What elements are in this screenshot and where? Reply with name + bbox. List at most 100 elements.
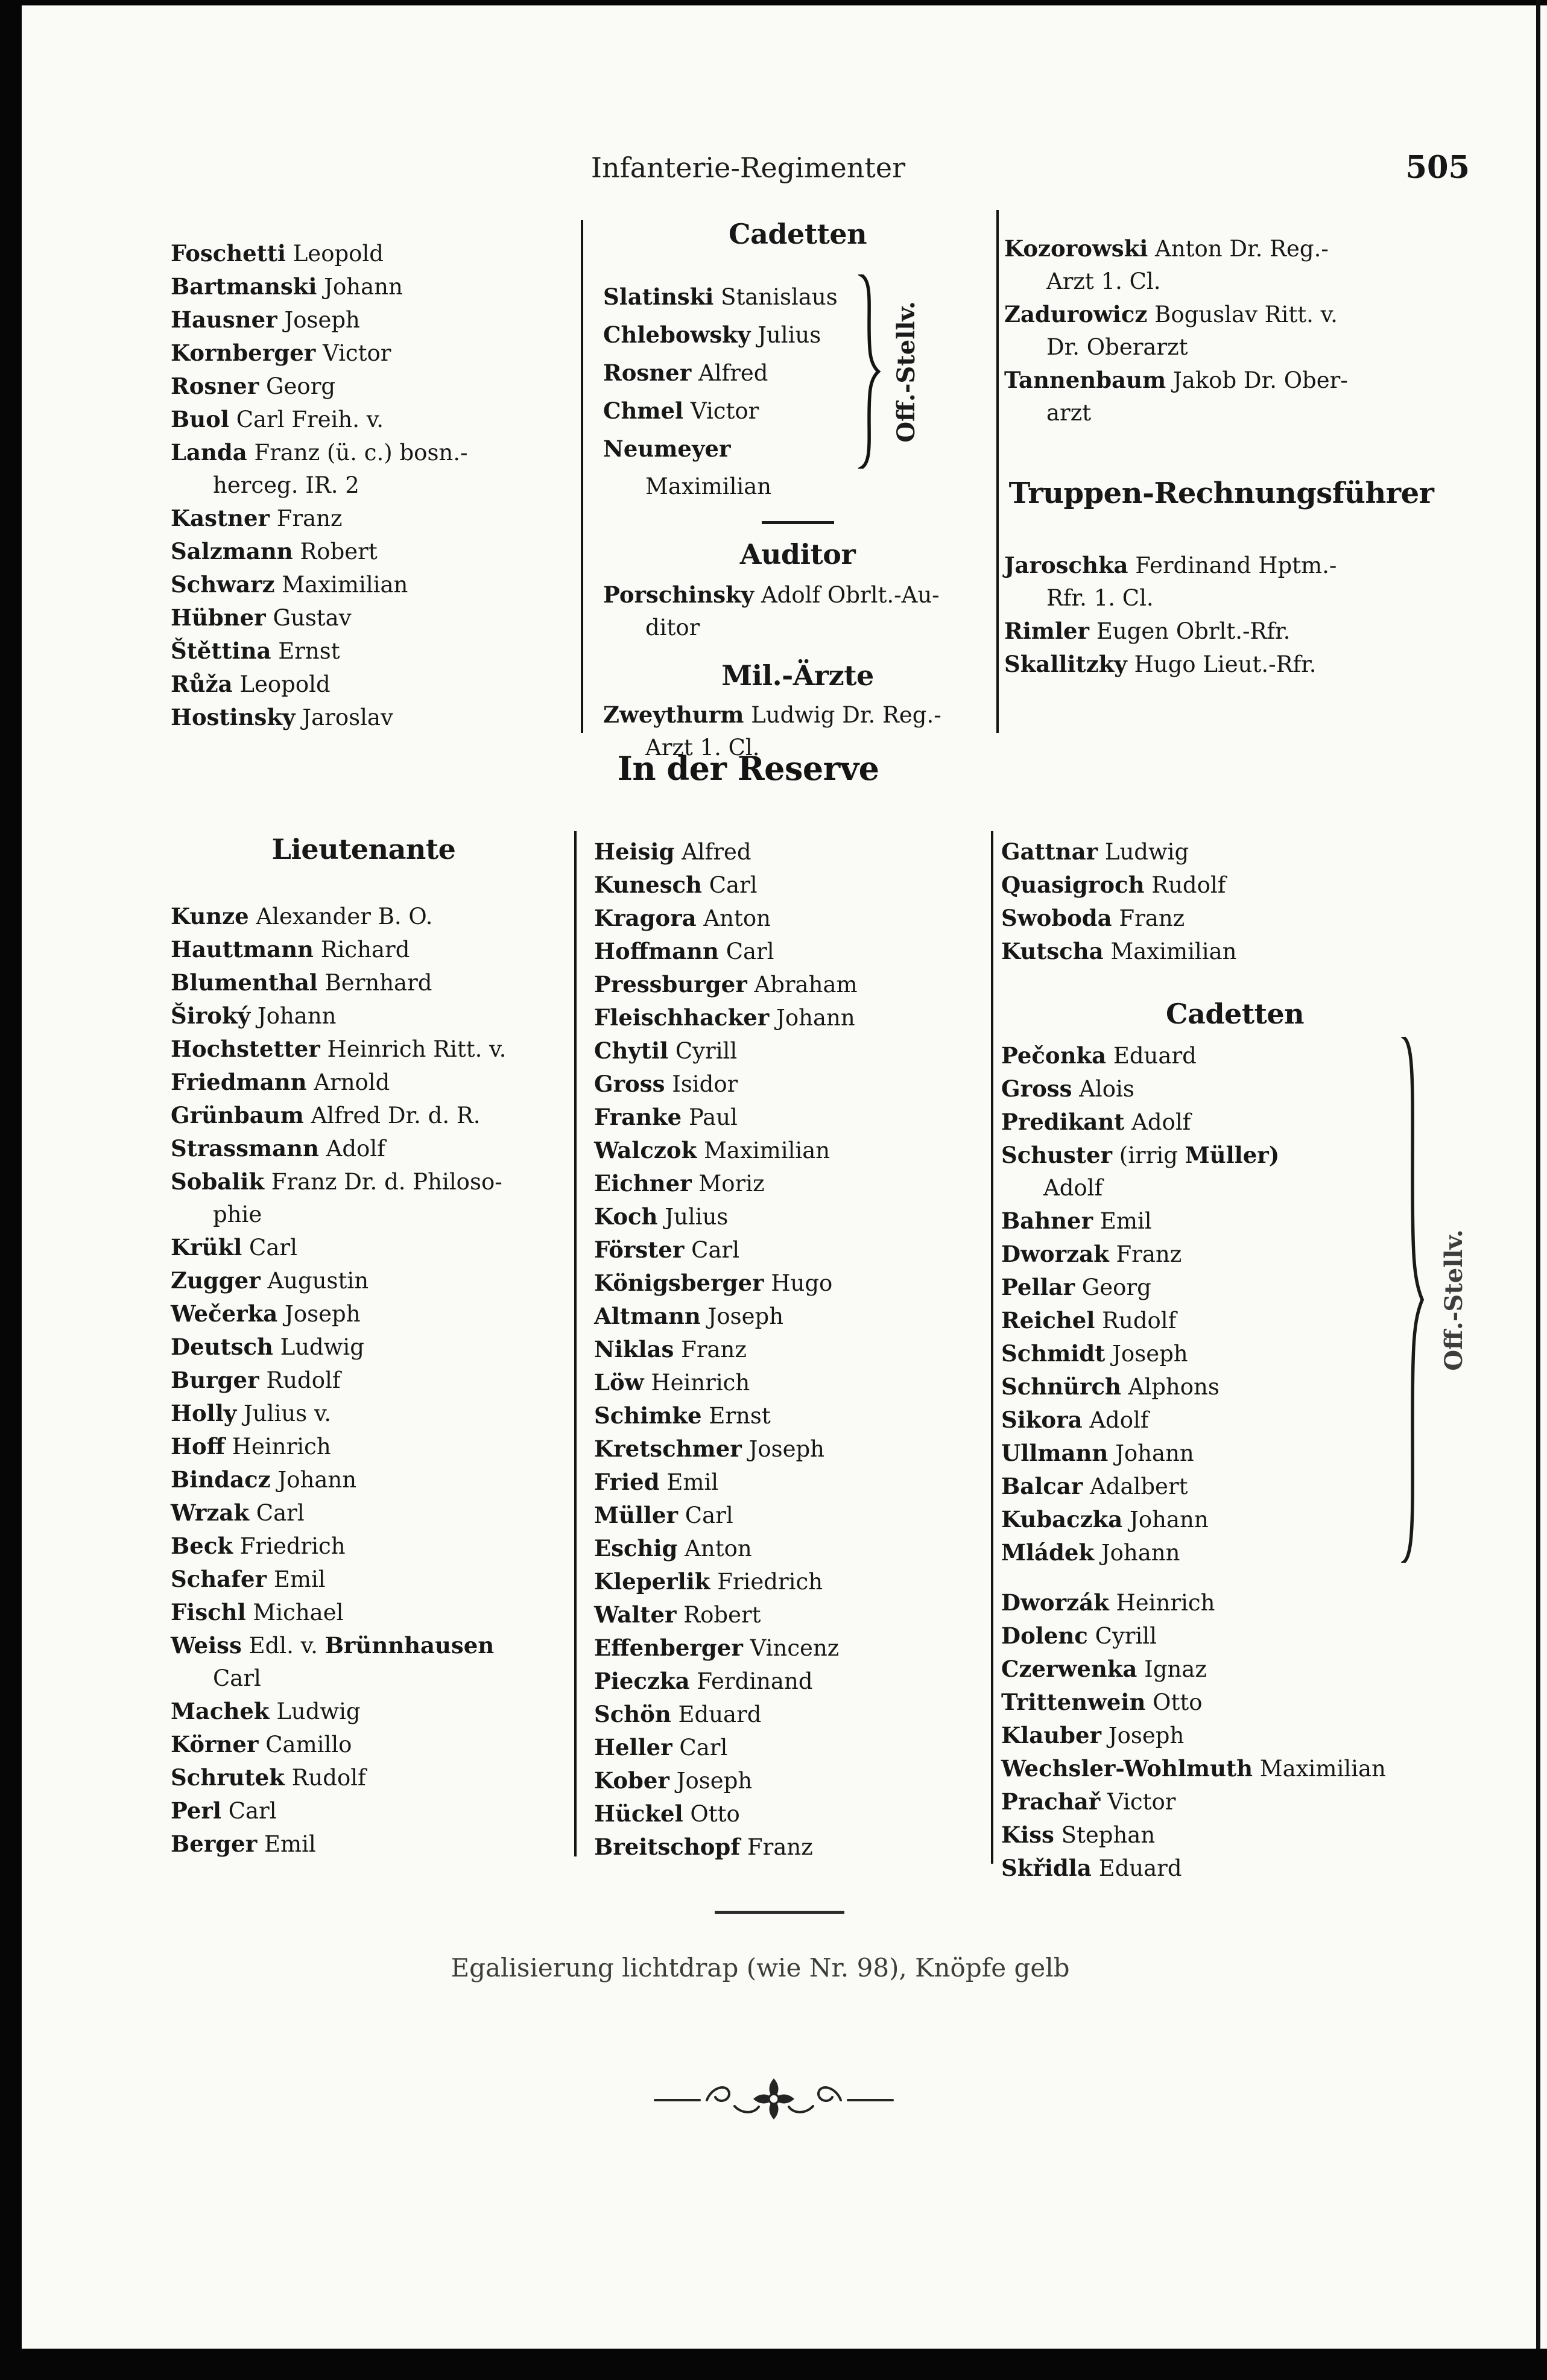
surname: Zugger [171, 1267, 261, 1294]
section-heading-lieutenante: Lieutenante [271, 833, 456, 866]
name-entry: Foschetti Leopold [171, 237, 569, 270]
uniform-note: Egalisierung lichtdrap (wie Nr. 98), Knö… [451, 1953, 1070, 1983]
name-entry: Hückel Otto [594, 1797, 980, 1831]
surname: Skallitzky [1004, 651, 1127, 677]
surname: Kubaczka [1001, 1506, 1123, 1533]
given-name-or-title: Eduard [1098, 1855, 1182, 1881]
given-name-or-title: Johann [257, 1003, 337, 1029]
name-entry: Bindacz Johann [171, 1463, 557, 1496]
top-left-column: Foschetti Leopold Bartmanski Johann Hausne… [171, 237, 569, 734]
surname: Porschinsky [603, 581, 755, 608]
name-entry: Dworzak Franz [1001, 1238, 1387, 1271]
surname: Fischl [171, 1599, 246, 1625]
surname: Pieczka [594, 1668, 690, 1694]
reserve-right-bottom-list: Dworzák Heinrich Dolenc Cyrill Czerwenka I… [1001, 1586, 1469, 1885]
name-entry: Schimke Ernst [594, 1399, 980, 1432]
given-name-or-title: Alphons [1128, 1374, 1220, 1400]
name-entry: Schwarz Maximilian [171, 568, 569, 601]
given-name-or-title: Johann [1101, 1540, 1180, 1566]
surname: Chlebowsky [603, 321, 751, 348]
given-name-or-title: Heinrich [651, 1370, 750, 1396]
surname: Effenberger [594, 1635, 743, 1661]
surname: Gross [594, 1071, 665, 1097]
surname: Heller [594, 1734, 672, 1761]
off-stellv-label: Off.-Stellv. [1439, 1229, 1468, 1371]
name-entry: Pečonka Eduard [1001, 1039, 1387, 1072]
given-name-or-title: Ludwig [1104, 839, 1189, 865]
surname: Pressburger [594, 971, 747, 998]
surname: Eichner [594, 1170, 692, 1197]
name-entry: Kozorowski Anton Dr. Reg.- Arzt 1. Cl. [1004, 232, 1438, 298]
name-entry: Bahner Emil [1001, 1204, 1387, 1238]
surname: Dolenc [1001, 1622, 1088, 1649]
surname: Hoff [171, 1433, 226, 1460]
surname: Kutscha [1001, 938, 1104, 964]
surname: Buol [171, 406, 229, 432]
name-entry: Koch Julius [594, 1200, 980, 1233]
scan-border-bottom [0, 2349, 1547, 2380]
top-right-column: Kozorowski Anton Dr. Reg.- Arzt 1. Cl. Zad… [1004, 232, 1438, 681]
given-name-or-title: Arzt 1. Cl. [645, 735, 760, 761]
surname: Foschetti [171, 240, 286, 267]
given-name-or-title: Leopold [293, 241, 384, 267]
surname: Kozorowski [1004, 235, 1148, 262]
name-entry: Prachař Victor [1001, 1785, 1469, 1818]
given-name-or-title: Johann [776, 1005, 855, 1031]
name-entry: Heller Carl [594, 1731, 980, 1764]
name-entry: Schafer Emil [171, 1563, 557, 1596]
name-entry: Balcar Adalbert [1001, 1470, 1387, 1503]
name-entry: Ullmann Johann [1001, 1437, 1387, 1470]
given-name-or-title: Joseph [748, 1436, 825, 1462]
name-entry: Fried Emil [594, 1466, 980, 1499]
surname: Salzmann [171, 538, 293, 565]
surname: Zweythurm [603, 701, 744, 728]
top-middle-column: Cadetten Slatinski Stanislaus Chlebowsky … [603, 217, 992, 764]
given-name-or-title: Friedrich [239, 1533, 346, 1559]
surname: Bahner [1001, 1207, 1093, 1234]
surname: Hoffmann [594, 938, 719, 964]
name-entry: Fleischhacker Johann [594, 1001, 980, 1034]
given-name-or-title: Alfred [682, 839, 751, 865]
column-divider [574, 831, 577, 1856]
given-name-or-title: Johann [277, 1467, 357, 1493]
name-entry: Schuster (irrig Müller) Adolf [1001, 1139, 1387, 1204]
surname: Deutsch [171, 1334, 273, 1360]
name-entry: Löw Heinrich [594, 1366, 980, 1399]
surname: Hausner [171, 306, 277, 333]
name-entry: Swoboda Franz [1001, 902, 1469, 935]
name-entry: Körner Camillo [171, 1728, 557, 1761]
name-entry: Walter Robert [594, 1598, 980, 1632]
scan-border-right [1536, 0, 1540, 2352]
name-entry: Kober Joseph [594, 1764, 980, 1797]
surname: Štěttina [171, 638, 271, 664]
given-name-or-title: Eduard [678, 1701, 762, 1727]
name-entry: Hoffmann Carl [594, 935, 980, 968]
surname: Chmel [603, 397, 684, 424]
name-entry: Niklas Franz [594, 1333, 980, 1366]
surname: Blumenthal [171, 969, 318, 996]
name-entry: Reichel Rudolf [1001, 1304, 1387, 1337]
name-entry: Klauber Joseph [1001, 1719, 1469, 1752]
name-entry: Tannenbaum Jakob Dr. Ober-arzt [1004, 364, 1438, 429]
given-name-or-title: Carl [256, 1500, 305, 1526]
name-entry: Förster Carl [594, 1233, 980, 1267]
given-name-or-title: Cyrill [675, 1038, 738, 1064]
name-entry: Effenberger Vincenz [594, 1632, 980, 1665]
column-divider [996, 210, 999, 733]
name-entry: Pieczka Ferdinand [594, 1665, 980, 1698]
name-entry: Holly Julius v. [171, 1397, 557, 1430]
name-entry: Weiss Edl. v. Brünnhausen Carl [171, 1629, 557, 1695]
surname: Bartmanski [171, 273, 317, 300]
given-name-or-title: Alexander B. O. [256, 904, 433, 929]
reserve-middle-column: Heisig Alfred Kunesch Carl Kragora Anton Ho… [594, 835, 980, 1864]
name-entry: Hoff Heinrich [171, 1430, 557, 1463]
name-entry: Perl Carl [171, 1794, 557, 1828]
given-name-or-title: Franz [276, 505, 343, 531]
name-entry: Štěttina Ernst [171, 635, 569, 668]
given-name-or-title: Dr. Oberarzt [1046, 334, 1188, 360]
name-entry: Růža Leopold [171, 668, 569, 701]
surname: Skřidla [1001, 1855, 1092, 1881]
surname: Walczok [594, 1137, 697, 1163]
given-name-or-title: Heinrich [232, 1434, 331, 1460]
name-entry: Deutsch Ludwig [171, 1331, 557, 1364]
